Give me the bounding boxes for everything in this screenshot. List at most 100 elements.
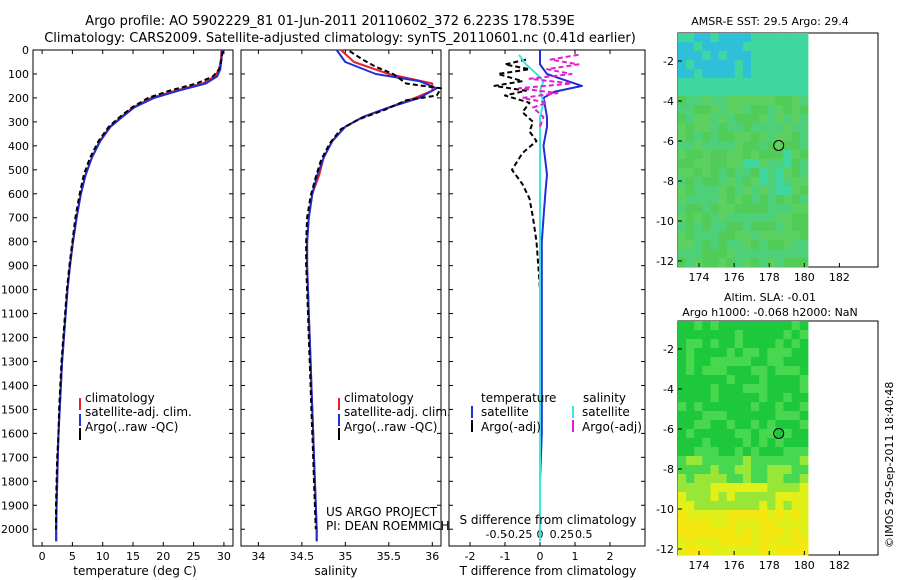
map-cell — [791, 114, 801, 124]
x-tick-label: 10 — [96, 550, 110, 563]
y-tick-label: 1100 — [1, 308, 29, 321]
map-cell — [751, 141, 760, 151]
map-cell — [767, 141, 776, 151]
map-cell — [718, 240, 728, 250]
map-cell — [718, 51, 728, 61]
map-cell — [799, 78, 809, 88]
map-cell — [751, 240, 760, 250]
map-cell — [767, 474, 776, 484]
map-cell — [718, 321, 728, 331]
salinity-panel: 34 34.5 35 35.5 36 climatology satellite-adj… — [240, 49, 451, 578]
map-cell — [694, 339, 703, 349]
map-cell — [734, 258, 744, 268]
map-cell — [726, 348, 736, 358]
map-cell — [799, 87, 809, 97]
map-cell — [791, 186, 801, 196]
y-tick-label: 500 — [8, 164, 29, 177]
map-cell — [783, 465, 793, 475]
map-cell — [734, 87, 744, 97]
x-tick-label: 0 — [39, 550, 46, 563]
map-cell — [767, 87, 776, 97]
map-cell — [775, 438, 785, 448]
y-tick-label: 1300 — [1, 355, 29, 368]
map-cell — [751, 159, 760, 169]
map-cell — [702, 168, 711, 178]
map-cell — [734, 438, 744, 448]
map-cell — [694, 69, 703, 79]
map-cell — [775, 321, 785, 331]
map-cell — [775, 222, 785, 232]
map-cell — [686, 69, 695, 79]
map-cell — [678, 456, 687, 466]
map-cell — [710, 321, 720, 331]
map-cell — [799, 348, 809, 358]
map-cell — [767, 384, 776, 394]
map-cell — [694, 483, 703, 493]
map-cell — [775, 330, 785, 340]
map-cell — [767, 105, 776, 115]
map-cell — [734, 339, 744, 349]
map-cell — [742, 510, 752, 520]
map-cell — [799, 501, 809, 511]
map-cell — [678, 231, 687, 241]
map-cell — [767, 114, 776, 124]
map-cell — [791, 465, 801, 475]
map-cell — [718, 87, 728, 97]
map-cell — [726, 411, 736, 421]
map-cell — [686, 429, 695, 439]
map-cell — [799, 429, 809, 439]
map-cell — [734, 33, 744, 43]
map-cell — [742, 231, 752, 241]
map-cell — [742, 330, 752, 340]
map-cell — [686, 366, 695, 376]
map-cell — [734, 483, 744, 493]
map-cell — [767, 60, 776, 70]
map-cell — [767, 339, 776, 349]
map-cell — [734, 366, 744, 376]
map-cell — [767, 159, 776, 169]
map-cell — [767, 447, 776, 457]
map-cell — [710, 87, 720, 97]
map-cell — [742, 141, 752, 151]
map-cell — [759, 150, 768, 160]
map-cell — [742, 483, 752, 493]
map-cell — [686, 105, 695, 115]
map-cell — [694, 330, 703, 340]
map-cell — [767, 258, 776, 268]
map-cell — [791, 321, 801, 331]
map-cell — [694, 528, 703, 538]
map-cell — [734, 69, 744, 79]
map-cell — [751, 195, 760, 205]
map-cell — [726, 393, 736, 403]
map-cell — [751, 465, 760, 475]
map-cell — [791, 204, 801, 214]
map-cell — [734, 546, 744, 556]
map-cell — [734, 465, 744, 475]
map-y-tick-label: -2 — [663, 55, 674, 68]
map-cell — [686, 348, 695, 358]
map-cell — [799, 231, 809, 241]
map-cell — [791, 51, 801, 61]
legend-label-argo: Argo(..raw -QC) — [344, 420, 437, 434]
map-cell — [767, 42, 776, 52]
map-cell — [751, 474, 760, 484]
map-cell — [751, 177, 760, 187]
map-cell — [686, 258, 695, 268]
map-cell — [694, 195, 703, 205]
map-cell — [686, 339, 695, 349]
map-cell — [694, 132, 703, 142]
map-cell — [759, 222, 768, 232]
map-cell — [702, 177, 711, 187]
map-cell — [734, 96, 744, 106]
map-cell — [694, 465, 703, 475]
map-cell — [718, 231, 728, 241]
map-cell — [775, 69, 785, 79]
x-tick-label: 2 — [607, 550, 614, 563]
map-cell — [783, 51, 793, 61]
map-cell — [710, 159, 720, 169]
map-cell — [775, 42, 785, 52]
map-cell — [783, 114, 793, 124]
map-cell — [767, 123, 776, 133]
map-cell — [726, 132, 736, 142]
map-cell — [694, 231, 703, 241]
